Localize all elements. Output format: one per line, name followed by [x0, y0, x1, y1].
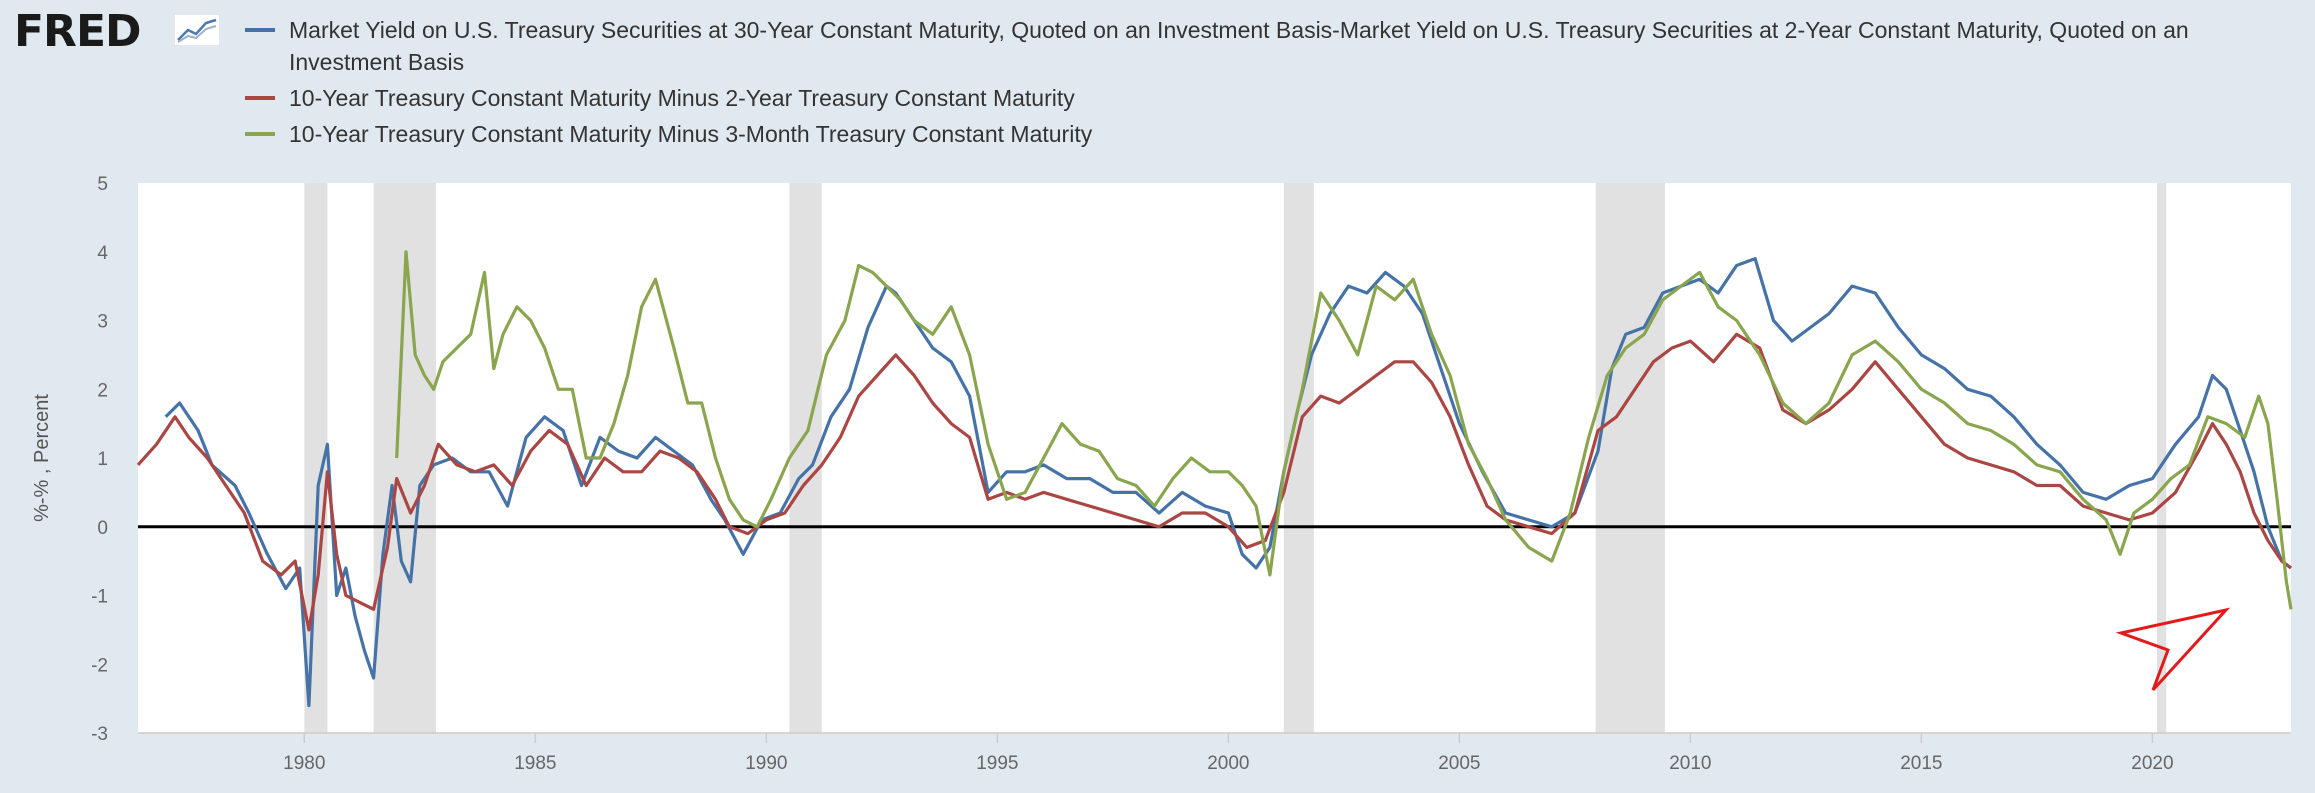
series-line-0: [164, 257, 2292, 708]
x-tick-label: 1985: [514, 753, 556, 774]
recession-band: [1595, 183, 1665, 733]
fred-logo[interactable]: FRED: [14, 6, 224, 58]
y-tick-label: 1: [97, 449, 108, 470]
recession-bands: [304, 183, 2167, 733]
plot-area: [138, 183, 2291, 733]
axes: 1980 1985 1990 1995 2000 2005 2010 2015 2020-3-2…: [91, 174, 2291, 774]
recession-band: [789, 183, 822, 733]
y-tick-label: 2: [97, 380, 108, 401]
x-tick-label: 1990: [745, 753, 787, 774]
x-tick-label: 2005: [1438, 753, 1480, 774]
series-lines: [136, 250, 2293, 708]
legend-label: 10-Year Treasury Constant Maturity Minus…: [289, 121, 1093, 147]
recession-band: [304, 183, 328, 733]
y-tick-label: -1: [91, 587, 108, 608]
y-tick-label: 0: [97, 518, 108, 539]
y-axis-title: %-% , Percent: [31, 394, 53, 522]
series-line-2: [395, 250, 2293, 610]
x-tick-label: 2015: [1900, 753, 1942, 774]
chart-legend: Market Yield on U.S. Treasury Securities…: [245, 14, 2225, 154]
fred-logo-text: FRED: [14, 6, 142, 57]
y-tick-label: 5: [97, 174, 108, 195]
fred-chart-icon: [174, 14, 220, 46]
y-tick-label: -3: [91, 724, 108, 745]
legend-label: Market Yield on U.S. Treasury Securities…: [289, 17, 2189, 75]
legend-swatch-red: [245, 96, 275, 100]
y-tick-label: 3: [97, 312, 108, 333]
legend-item[interactable]: 10-Year Treasury Constant Maturity Minus…: [245, 118, 2225, 150]
series-line-1: [136, 332, 2292, 632]
recession-band: [2157, 183, 2167, 733]
y-tick-label: 4: [97, 243, 108, 264]
x-tick-label: 2000: [1207, 753, 1249, 774]
y-tick-label: -2: [91, 655, 108, 676]
legend-item[interactable]: Market Yield on U.S. Treasury Securities…: [245, 14, 2225, 78]
legend-item[interactable]: 10-Year Treasury Constant Maturity Minus…: [245, 82, 2225, 114]
legend-swatch-blue: [245, 28, 275, 32]
x-tick-label: 1995: [976, 753, 1018, 774]
arrow-annotation: [2115, 607, 2231, 692]
x-tick-label: 1980: [283, 753, 325, 774]
recession-band: [1283, 183, 1314, 733]
legend-label: 10-Year Treasury Constant Maturity Minus…: [289, 85, 1075, 111]
legend-swatch-green: [245, 132, 275, 136]
x-tick-label: 2010: [1669, 753, 1711, 774]
x-tick-label: 2020: [2131, 753, 2173, 774]
